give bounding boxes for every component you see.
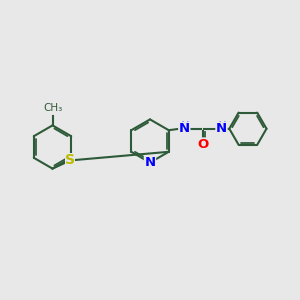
Text: N: N	[216, 122, 227, 135]
Text: CH₃: CH₃	[43, 103, 62, 113]
Text: N: N	[179, 122, 190, 135]
Text: S: S	[65, 153, 75, 167]
Text: H: H	[218, 121, 225, 131]
Text: N: N	[144, 156, 156, 169]
Text: O: O	[197, 138, 208, 151]
Text: H: H	[180, 121, 188, 131]
